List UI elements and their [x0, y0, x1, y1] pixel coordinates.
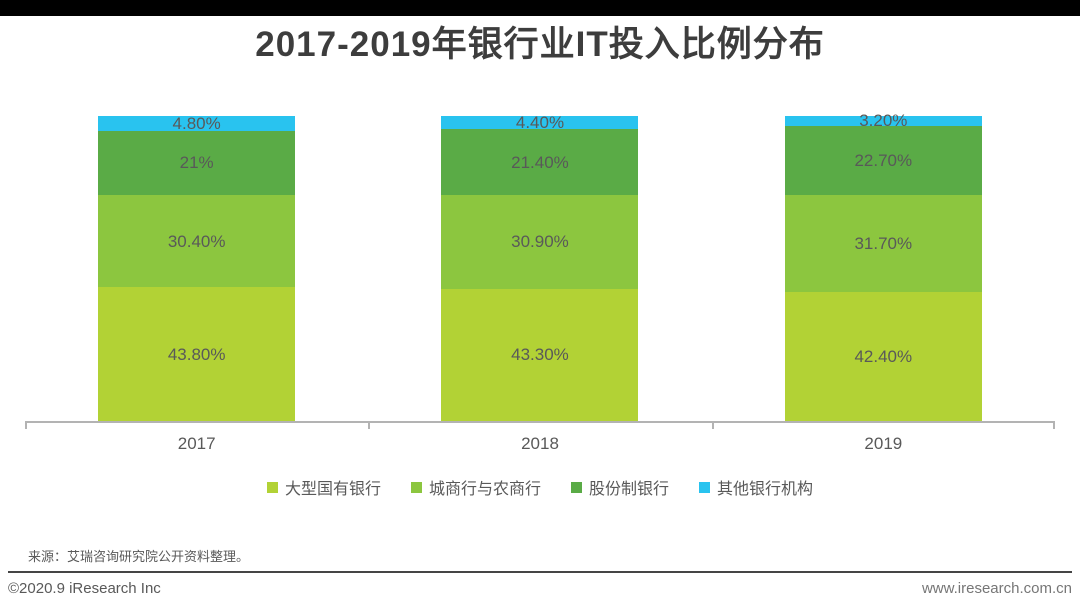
legend-label: 大型国有银行 [284, 481, 381, 498]
stacked-bar-chart: 4.80% 21% 30.40% 43.80% 4.40% 21.40% 30.90% 43.… [25, 112, 1055, 499]
bar-segment: 42.40% [784, 291, 982, 421]
top-black-bar [0, 0, 1080, 16]
legend-item: 股份制银行 [571, 475, 669, 499]
axis-tick [711, 423, 714, 429]
legend-swatch-icon [410, 481, 422, 493]
bar-segment-label: 4.40% [515, 113, 565, 133]
website-link[interactable]: www.iresearch.com.cn [921, 580, 1072, 597]
category-cell-2018: 4.40% 21.40% 30.90% 43.30% [368, 113, 711, 421]
bar-segment-label: 43.80% [167, 344, 226, 364]
legend-swatch-icon [571, 481, 582, 493]
bar-segment-label: 30.90% [511, 232, 569, 252]
category-cell-2019: 3.20% 22.70% 31.70% 42.40% [712, 112, 1055, 421]
legend-item: 城商行与农商行 [410, 475, 541, 499]
bar-segment-label: 31.70% [854, 233, 913, 253]
bar-segment: 43.80% [98, 287, 296, 421]
bar-segment-label: 30.40% [167, 231, 226, 251]
footer-divider [8, 571, 1072, 573]
bar-segment: 30.40% [98, 194, 296, 288]
bar-segment: 21.40% [441, 129, 639, 195]
legend-item: 其他银行机构 [699, 475, 813, 499]
x-axis-label-2017: 2017 [177, 434, 216, 453]
bar-segment: 30.90% [441, 194, 639, 289]
bar-segment-label: 42.40% [854, 346, 913, 366]
legend-label: 城商行与农商行 [428, 481, 541, 498]
legend-label: 股份制银行 [589, 481, 670, 498]
bar-segment-label: 21% [179, 153, 214, 173]
bar-2017: 4.80% 21% 30.40% 43.80% [98, 113, 296, 421]
bar-segment: 31.70% [784, 194, 982, 292]
bar-segment: 4.40% [441, 113, 639, 133]
legend-swatch-icon [699, 481, 711, 493]
bar-segment: 3.20% [784, 112, 982, 129]
copyright-text: ©2020.9 iResearch Inc [8, 580, 161, 597]
axis-tick [1053, 423, 1055, 429]
bar-segment-label: 4.80% [172, 113, 221, 133]
bar-2019: 3.20% 22.70% 31.70% 42.40% [784, 112, 982, 421]
axis-tick [25, 423, 27, 429]
legend-item: 大型国有银行 [266, 475, 381, 499]
x-axis-labels: 2017 2018 2019 [25, 434, 1055, 454]
category-cell-2017: 4.80% 21% 30.40% 43.80% [25, 113, 368, 421]
bar-segment: 22.70% [784, 125, 982, 195]
chart-title: 2017-2019年银行业IT投入比例分布 [255, 25, 825, 64]
plot-area: 4.80% 21% 30.40% 43.80% 4.40% 21.40% 30.90% 43.… [25, 112, 1055, 429]
bar-segment: 43.30% [441, 288, 639, 421]
legend-label: 其他银行机构 [717, 481, 814, 498]
axis-tick [368, 423, 371, 429]
bar-2018: 4.40% 21.40% 30.90% 43.30% [441, 113, 639, 421]
x-axis-label-2018: 2018 [521, 434, 559, 453]
x-axis-label-2019: 2019 [864, 434, 903, 453]
bar-segment-label: 21.40% [511, 152, 569, 172]
bar-segment-label: 43.30% [511, 345, 569, 365]
legend-swatch-icon [266, 481, 278, 493]
bar-segment: 21% [98, 130, 296, 195]
bar-segment-label: 3.20% [859, 111, 908, 131]
bar-segment-label: 22.70% [854, 150, 913, 170]
footer: ©2020.9 iResearch Inc www.iresearch.com.… [0, 573, 1080, 597]
source-note: 来源：艾瑞咨询研究院公开资料整理。 [28, 549, 250, 564]
chart-legend: 大型国有银行 城商行与农商行 股份制银行 其他银行机构 [25, 475, 1055, 499]
bar-segment: 4.80% [98, 113, 296, 133]
